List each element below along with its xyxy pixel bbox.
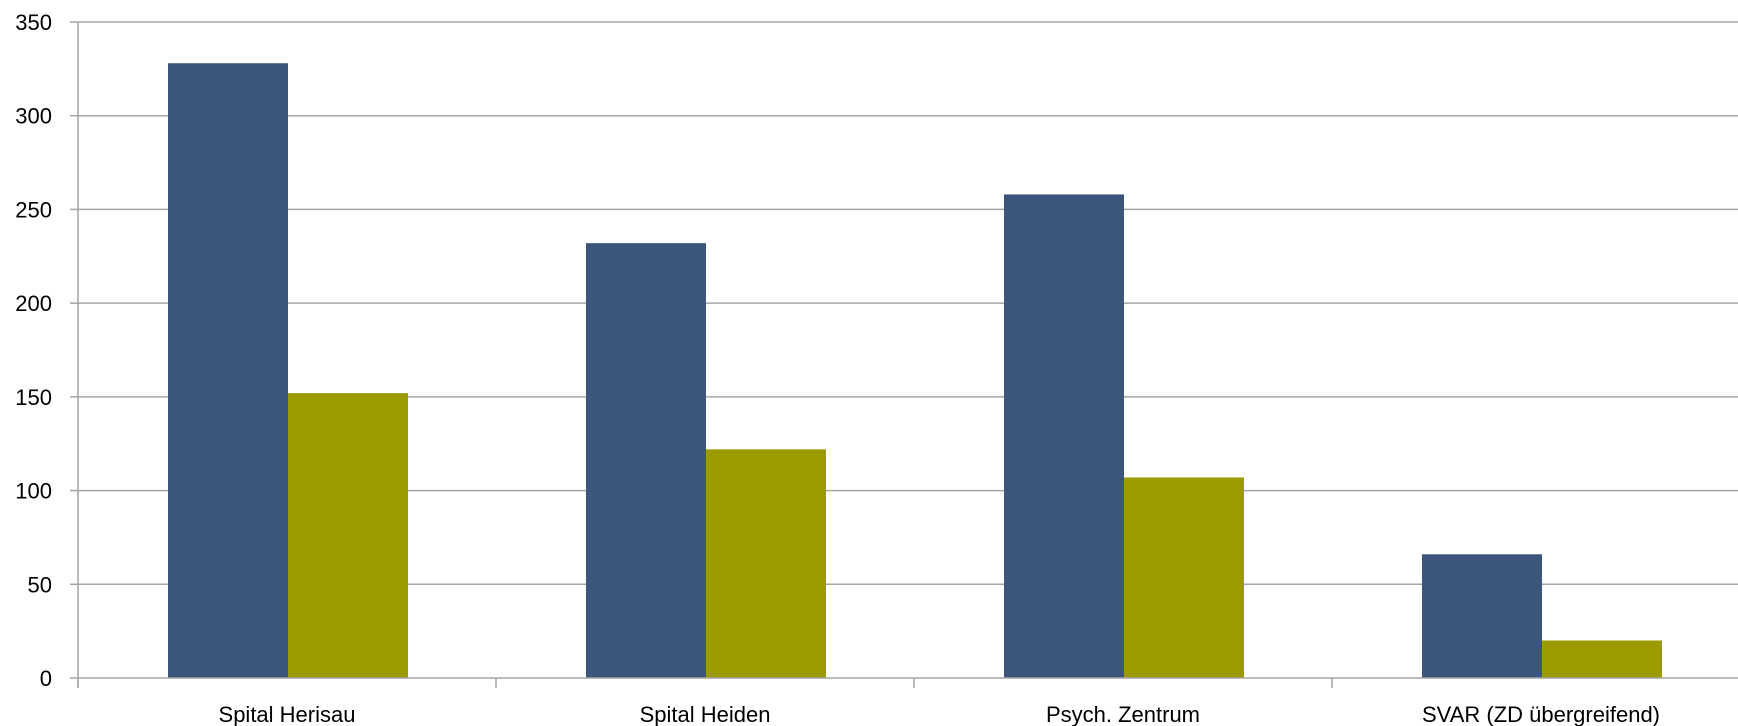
bars xyxy=(168,63,1662,679)
x-tick-label-svar-zd-bergreifend: SVAR (ZD übergreifend) xyxy=(1422,702,1660,726)
y-tick-label-300: 300 xyxy=(15,104,52,129)
y-tick-label-200: 200 xyxy=(15,291,52,316)
y-tick-label-250: 250 xyxy=(15,197,52,222)
y-tick-label-100: 100 xyxy=(15,479,52,504)
bar-spital-heiden-series-1 xyxy=(586,243,706,678)
x-axis-tick-labels: Spital Herisau Spital Heiden Psych. Zentru… xyxy=(219,702,1660,726)
bar-psych-zentrum-series-1 xyxy=(1004,194,1124,679)
bar-psych-zentrum-series-2 xyxy=(1124,477,1244,678)
x-tick-label-spital-heiden: Spital Heiden xyxy=(640,702,771,726)
y-tick-label-50: 50 xyxy=(28,572,52,597)
y-tick-label-0: 0 xyxy=(40,666,52,691)
y-tick-label-150: 150 xyxy=(15,385,52,410)
bar-svar-zd-bergreifend-series-1 xyxy=(1422,554,1542,678)
bar-spital-herisau-series-1 xyxy=(168,63,288,678)
y-tick-label-350: 350 xyxy=(15,10,52,35)
bar-svar-zd-bergreifend-series-2 xyxy=(1542,640,1662,678)
y-axis-tick-labels: 0 50 100 150 200 250 300 350 xyxy=(15,10,52,691)
x-axis xyxy=(70,21,1738,688)
x-tick-label-psych-zentrum: Psych. Zentrum xyxy=(1046,702,1200,726)
x-tick-label-spital-herisau: Spital Herisau xyxy=(219,702,356,726)
bar-spital-heiden-series-2 xyxy=(706,449,826,678)
bar-spital-herisau-series-2 xyxy=(288,393,408,678)
